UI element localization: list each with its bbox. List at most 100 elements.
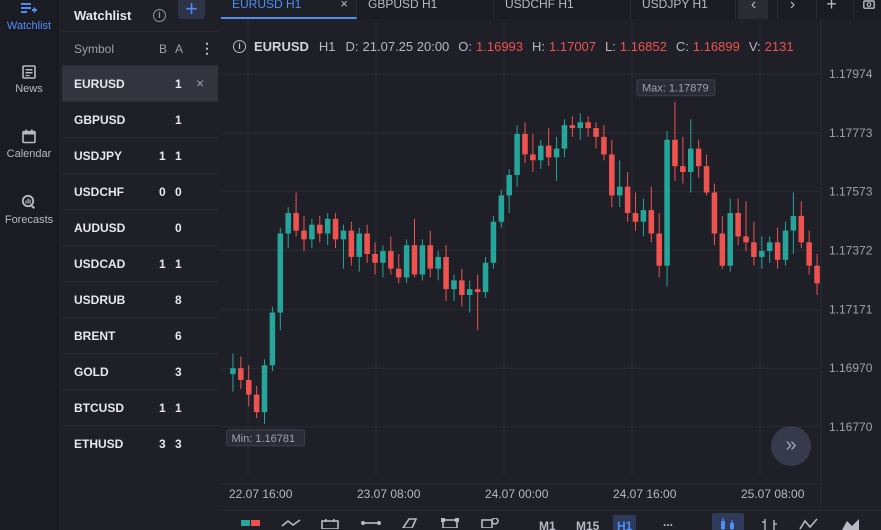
x-tick-label: 25.07 08:00 xyxy=(741,487,805,501)
info-date-label: D: xyxy=(345,38,359,54)
column-menu-icon[interactable]: ⋮ xyxy=(200,40,214,56)
candle-body xyxy=(372,254,378,263)
column-ask[interactable]: A xyxy=(175,42,184,56)
line-tool-icon[interactable] xyxy=(281,519,301,527)
info-low: 1.16852 xyxy=(619,38,667,54)
info-open: 1.16993 xyxy=(476,38,524,54)
nav-forecasts-label: Forecasts xyxy=(4,214,54,226)
eraser-tool-icon[interactable] xyxy=(401,518,419,528)
candle-body xyxy=(514,133,520,175)
info-open-label: O: xyxy=(458,38,473,54)
watchlist-row-usdjpy[interactable]: USDJPY 1 1 xyxy=(62,137,218,173)
y-tick-label: 1.16770 xyxy=(829,420,873,434)
calendar-tool-icon[interactable] xyxy=(321,519,339,529)
candle-body xyxy=(395,268,402,278)
candle-body xyxy=(332,218,339,240)
line-type-icon[interactable] xyxy=(799,518,819,530)
tab-gbpusd-h1[interactable]: GBPUSD H1 xyxy=(357,0,494,19)
candle-body xyxy=(364,233,370,254)
area-type-icon[interactable] xyxy=(841,518,861,530)
candle-body xyxy=(687,148,694,172)
watchlist-symbol: BTCUSD xyxy=(74,401,124,415)
ohlc-info-bar: i EURUSD H1 D: 21.07.25 20:00 O: 1.16993… xyxy=(233,38,803,54)
watchlist-row-gbpusd[interactable]: GBPUSD 1 xyxy=(62,101,218,137)
news-icon xyxy=(22,65,36,79)
calendar-icon xyxy=(22,129,36,144)
candle-body xyxy=(766,242,773,252)
add-symbol-button[interactable]: + xyxy=(178,0,205,20)
watchlist-symbol: BRENT xyxy=(74,329,116,343)
bars-type-icon[interactable] xyxy=(761,518,779,530)
nav-calendar[interactable]: Calendar xyxy=(0,129,58,189)
candles-icon xyxy=(721,518,734,530)
timeframe-m15[interactable]: M15 xyxy=(576,519,600,530)
watchlist-row-gold[interactable]: GOLD 3 xyxy=(62,353,218,389)
add-tab-button[interactable]: + xyxy=(816,0,846,19)
timeframe-more[interactable]: ... xyxy=(663,515,674,529)
candle-body xyxy=(569,125,576,129)
min-price-label-box xyxy=(226,429,306,447)
watchlist-ask: 1 xyxy=(175,257,182,271)
watchlist-ask: 3 xyxy=(175,365,182,379)
info-date: 21.07.25 20:00 xyxy=(362,38,450,54)
settings-tool-icon[interactable] xyxy=(481,518,499,528)
chart-colors-icon[interactable] xyxy=(241,520,261,526)
watchlist-row-brent[interactable]: BRENT 6 xyxy=(62,317,218,353)
watchlist-symbol: USDJPY xyxy=(74,149,123,163)
nav-watchlist[interactable]: Watchlist xyxy=(0,2,58,62)
scroll-to-latest-button[interactable]: » xyxy=(771,426,811,466)
nav-news[interactable]: News xyxy=(0,65,58,125)
candlestick-chart[interactable]: 1.17974 1.17773 1.17573 1.17372 1.17171 1.169… xyxy=(221,19,881,510)
candle-body xyxy=(774,242,781,260)
candle-body xyxy=(506,174,512,196)
candle-body xyxy=(269,312,276,366)
nav-forecasts[interactable]: Forecasts xyxy=(0,194,58,254)
candle-body xyxy=(427,245,434,269)
info-icon[interactable]: i xyxy=(153,9,166,22)
x-tick-label: 24.07 00:00 xyxy=(485,487,549,501)
watchlist-row-eurusd[interactable]: EURUSD 1 × xyxy=(62,65,218,101)
watchlist-row-usdchf[interactable]: USDCHF 0 0 xyxy=(62,173,218,209)
tabs-next-button[interactable]: › xyxy=(777,0,807,19)
candle-body xyxy=(798,215,805,243)
candle-body xyxy=(624,186,631,213)
candle-body xyxy=(680,166,686,172)
chart-tabs: EURUSD H1 × GBPUSD H1 USDCHF H1 USDJPY H… xyxy=(221,0,881,19)
candle-body xyxy=(695,148,702,167)
candle-body xyxy=(585,122,591,129)
candle-body xyxy=(577,122,584,129)
candle-body xyxy=(648,210,655,234)
tab-label: USDCHF H1 xyxy=(505,0,574,11)
watchlist-column-header: Symbol B A ⋮ xyxy=(62,31,218,65)
watchlist-row-usdcad[interactable]: USDCAD 1 1 xyxy=(62,245,218,281)
info-close-label: C: xyxy=(675,38,689,54)
column-symbol[interactable]: Symbol xyxy=(74,42,115,56)
timeframe-m1[interactable]: M1 xyxy=(539,519,556,530)
remove-symbol-icon[interactable]: × xyxy=(196,75,205,91)
ray-tool-icon[interactable] xyxy=(361,519,381,527)
watchlist-row-ethusd[interactable]: ETHUSD 3 3 xyxy=(62,425,218,461)
column-bid[interactable]: B xyxy=(159,42,168,56)
watchlist-row-usdrub[interactable]: USDRUB 8 xyxy=(62,281,218,317)
watchlist-row-audusd[interactable]: AUDUSD 0 xyxy=(62,209,218,245)
nav-watchlist-label: Watchlist xyxy=(6,20,52,32)
tab-close-icon[interactable]: × xyxy=(340,0,348,11)
shape-tool-icon[interactable] xyxy=(441,518,459,528)
tab-eurusd-h1[interactable]: EURUSD H1 × xyxy=(221,0,357,19)
candle-body xyxy=(482,262,489,293)
watchlist-symbol: GOLD xyxy=(74,365,109,379)
info-icon[interactable]: i xyxy=(233,39,246,53)
tab-usdchf-h1[interactable]: USDCHF H1 xyxy=(494,0,631,19)
watchlist-row-btcusd[interactable]: BTCUSD 1 1 xyxy=(62,389,218,425)
chart-area[interactable]: 1.17974 1.17773 1.17573 1.17372 1.17171 1.169… xyxy=(221,19,881,530)
candle-body xyxy=(451,280,457,290)
y-tick-label: 1.17372 xyxy=(829,243,873,257)
tab-usdjpy-h1[interactable]: USDJPY H1 xyxy=(631,0,736,19)
tab-label: GBPUSD H1 xyxy=(368,0,438,11)
info-close: 1.16899 xyxy=(692,38,740,54)
screenshot-button[interactable] xyxy=(853,0,881,19)
timeframe-h1[interactable]: H1 xyxy=(613,515,637,530)
candles-type-button[interactable] xyxy=(712,513,744,530)
tabs-prev-button[interactable]: ‹ xyxy=(738,0,768,19)
info-volume: 2131 xyxy=(764,38,794,54)
